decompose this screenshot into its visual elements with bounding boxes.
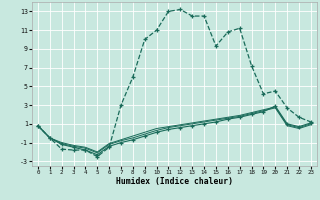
X-axis label: Humidex (Indice chaleur): Humidex (Indice chaleur)	[116, 177, 233, 186]
